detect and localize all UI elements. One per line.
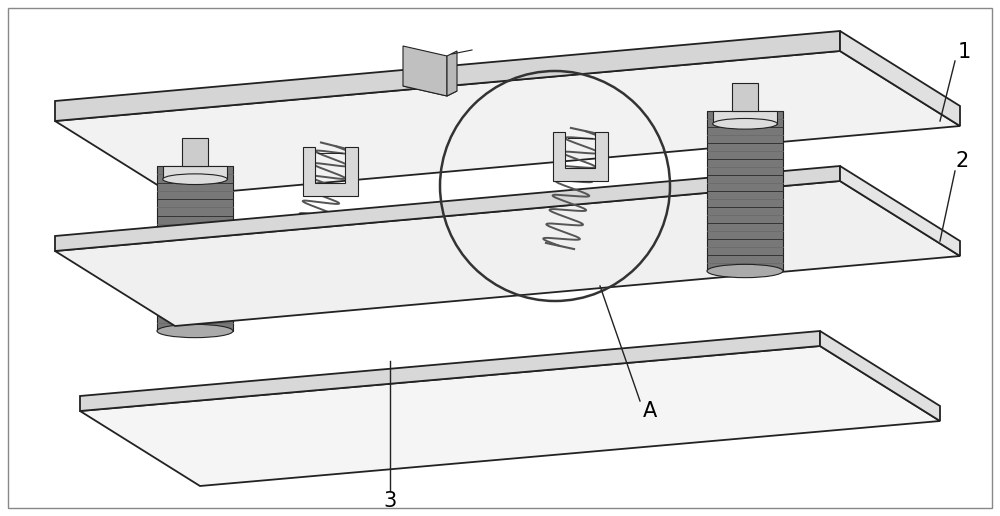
Ellipse shape [707, 264, 783, 278]
Text: 1: 1 [957, 42, 971, 62]
Polygon shape [163, 166, 227, 179]
Polygon shape [447, 51, 457, 96]
Polygon shape [55, 181, 960, 326]
Polygon shape [552, 132, 608, 181]
Polygon shape [55, 166, 840, 251]
Polygon shape [840, 31, 960, 126]
Text: 3: 3 [383, 491, 397, 511]
Polygon shape [55, 31, 840, 121]
Polygon shape [80, 346, 940, 486]
Polygon shape [707, 111, 783, 271]
Ellipse shape [163, 174, 227, 185]
Polygon shape [820, 331, 940, 421]
Polygon shape [55, 51, 960, 196]
Polygon shape [732, 83, 758, 111]
Polygon shape [302, 147, 358, 196]
Ellipse shape [713, 119, 777, 129]
Polygon shape [157, 166, 233, 331]
Polygon shape [840, 166, 960, 256]
Text: A: A [643, 401, 657, 421]
Polygon shape [403, 46, 447, 96]
Text: 2: 2 [955, 151, 969, 171]
Polygon shape [713, 111, 777, 124]
Polygon shape [80, 331, 820, 411]
Polygon shape [182, 138, 208, 166]
Ellipse shape [157, 325, 233, 337]
Polygon shape [403, 81, 457, 96]
